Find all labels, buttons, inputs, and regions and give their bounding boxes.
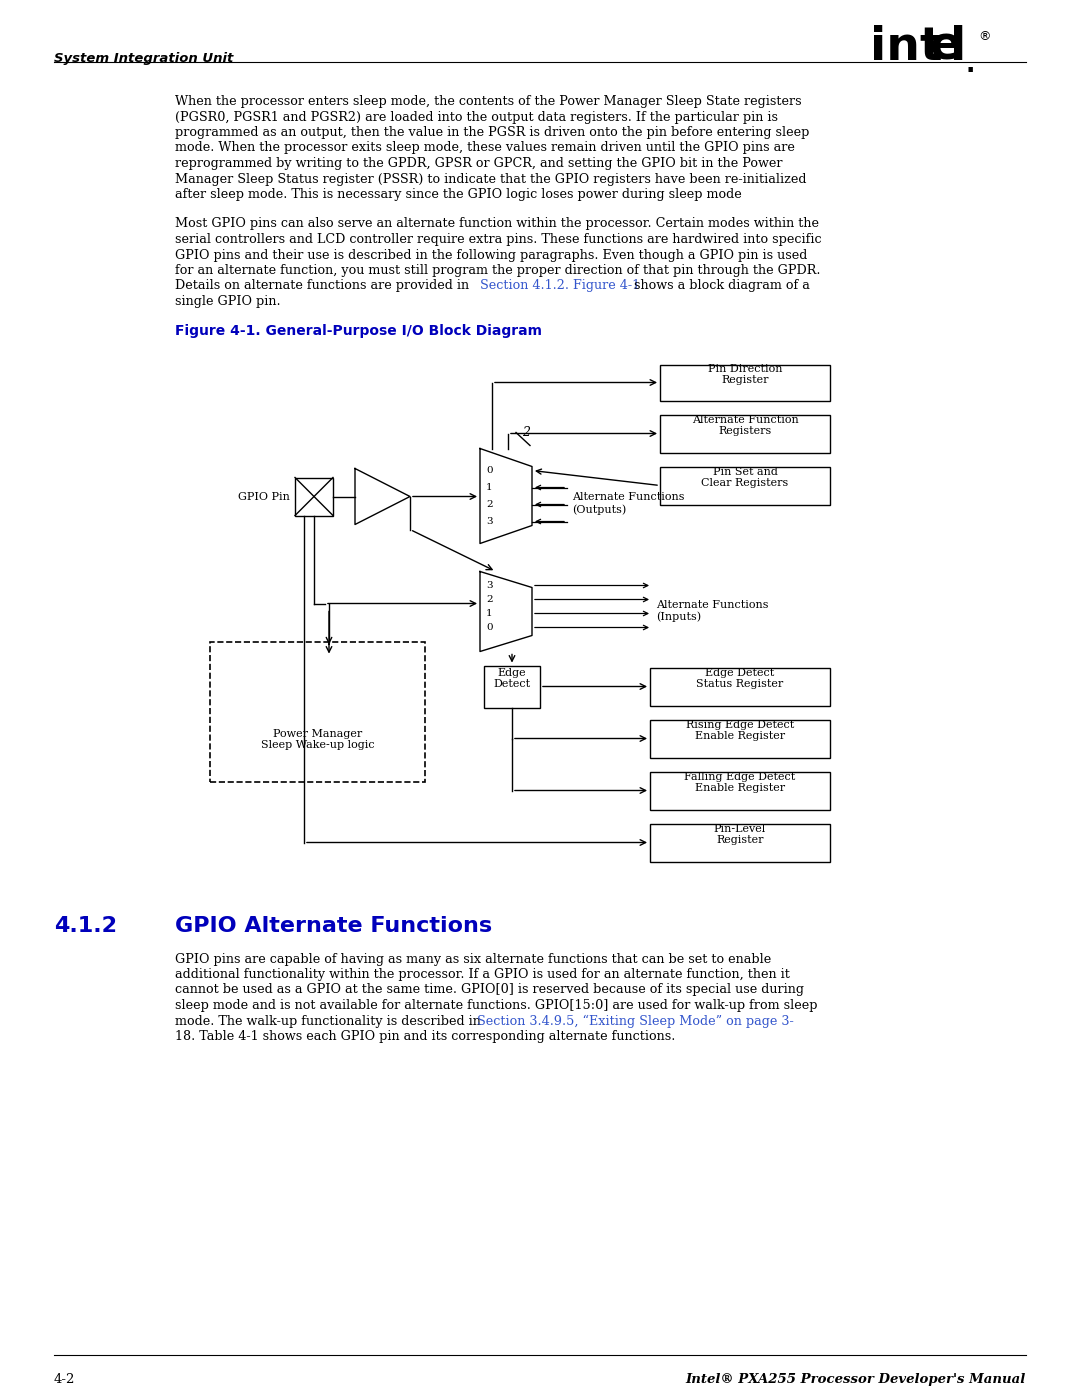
Text: 2: 2 [486,500,492,509]
Bar [650,668,831,705]
Text: int: int [870,25,943,70]
Text: Figure 4-1. General-Purpose I/O Block Diagram: Figure 4-1. General-Purpose I/O Block Di… [175,324,542,338]
Text: Pin Set and
Clear Registers: Pin Set and Clear Registers [701,467,788,489]
Text: GPIO pins are capable of having as many as six alternate functions that can be s: GPIO pins are capable of having as many … [175,953,771,965]
Text: additional functionality within the processor. If a GPIO is used for an alternat: additional functionality within the proc… [175,968,789,981]
Text: Rising Edge Detect
Enable Register: Rising Edge Detect Enable Register [686,719,794,742]
Text: Details on alternate functions are provided in: Details on alternate functions are provi… [175,279,473,292]
Text: Alternate Functions
(Outputs): Alternate Functions (Outputs) [572,492,685,514]
Text: GPIO Pin: GPIO Pin [238,492,291,502]
Text: serial controllers and LCD controller require extra pins. These functions are ha: serial controllers and LCD controller re… [175,233,822,246]
Text: single GPIO pin.: single GPIO pin. [175,295,281,307]
Text: Alternate Function
Registers: Alternate Function Registers [691,415,798,436]
Text: Pin Direction
Register: Pin Direction Register [707,363,782,386]
Text: 1: 1 [486,483,492,492]
Text: cannot be used as a GPIO at the same time. GPIO[0] is reserved because of its sp: cannot be used as a GPIO at the same tim… [175,983,804,996]
Text: Most GPIO pins can also serve an alternate function within the processor. Certai: Most GPIO pins can also serve an alterna… [175,218,819,231]
Text: Section 4.1.2. Figure 4-1: Section 4.1.2. Figure 4-1 [480,279,640,292]
Text: mode. When the processor exits sleep mode, these values remain driven until the : mode. When the processor exits sleep mod… [175,141,795,155]
Bar [660,415,831,453]
Text: 0: 0 [486,467,492,475]
Text: for an alternate function, you must still program the proper direction of that p: for an alternate function, you must stil… [175,264,821,277]
Polygon shape [480,571,532,651]
Text: 3: 3 [486,517,492,527]
Text: 1: 1 [486,609,492,617]
Text: When the processor enters sleep mode, the contents of the Power Manager Sleep St: When the processor enters sleep mode, th… [175,95,801,108]
Text: after sleep mode. This is necessary since the GPIO logic loses power during slee: after sleep mode. This is necessary sinc… [175,189,742,201]
Bar [660,467,831,504]
Text: 4.1.2: 4.1.2 [54,916,117,936]
Text: 2: 2 [522,426,530,440]
Text: 4-2: 4-2 [54,1373,76,1386]
Bar [650,823,831,862]
Text: mode. The walk-up functionality is described in: mode. The walk-up functionality is descr… [175,1014,485,1028]
Text: 0: 0 [486,623,492,631]
Bar [660,365,831,401]
Polygon shape [480,448,532,543]
Text: Manager Sleep Status register (PSSR) to indicate that the GPIO registers have be: Manager Sleep Status register (PSSR) to … [175,172,807,186]
Text: ®: ® [978,29,990,43]
Text: Pin-Level
Register: Pin-Level Register [714,824,766,845]
Text: Edge Detect
Status Register: Edge Detect Status Register [697,668,784,689]
Text: System Integration Unit: System Integration Unit [54,52,233,66]
Text: Section 3.4.9.5, “Exiting Sleep Mode” on page 3-: Section 3.4.9.5, “Exiting Sleep Mode” on… [477,1014,794,1028]
Text: 18. Table 4-1 shows each GPIO pin and its corresponding alternate functions.: 18. Table 4-1 shows each GPIO pin and it… [175,1030,675,1044]
Text: programmed as an output, then the value in the PGSR is driven onto the pin befor: programmed as an output, then the value … [175,126,809,138]
Text: e: e [930,25,962,70]
Bar [484,665,540,707]
Text: Alternate Functions
(Inputs): Alternate Functions (Inputs) [656,599,769,622]
Bar [295,478,333,515]
Text: Falling Edge Detect
Enable Register: Falling Edge Detect Enable Register [685,771,796,793]
Polygon shape [355,468,410,524]
Text: reprogrammed by writing to the GPDR, GPSR or GPCR, and setting the GPIO bit in t: reprogrammed by writing to the GPDR, GPS… [175,156,783,170]
Text: l: l [950,25,967,70]
Bar [650,771,831,809]
Bar [650,719,831,757]
Text: Power Manager
Sleep Wake-up logic: Power Manager Sleep Wake-up logic [260,729,375,750]
Bar [210,641,426,781]
Text: Intel® PXA255 Processor Developer's Manual: Intel® PXA255 Processor Developer's Manu… [686,1373,1026,1386]
Text: 3: 3 [486,581,492,590]
Text: GPIO pins and their use is described in the following paragraphs. Even though a : GPIO pins and their use is described in … [175,249,808,261]
Text: Edge
Detect: Edge Detect [494,668,530,689]
Text: .: . [966,53,974,77]
Text: 2: 2 [486,595,492,604]
Text: (PGSR0, PGSR1 and PGSR2) are loaded into the output data registers. If the parti: (PGSR0, PGSR1 and PGSR2) are loaded into… [175,110,778,123]
Text: sleep mode and is not available for alternate functions. GPIO[15:0] are used for: sleep mode and is not available for alte… [175,999,818,1011]
Text: shows a block diagram of a: shows a block diagram of a [630,279,810,292]
Text: GPIO Alternate Functions: GPIO Alternate Functions [175,916,492,936]
